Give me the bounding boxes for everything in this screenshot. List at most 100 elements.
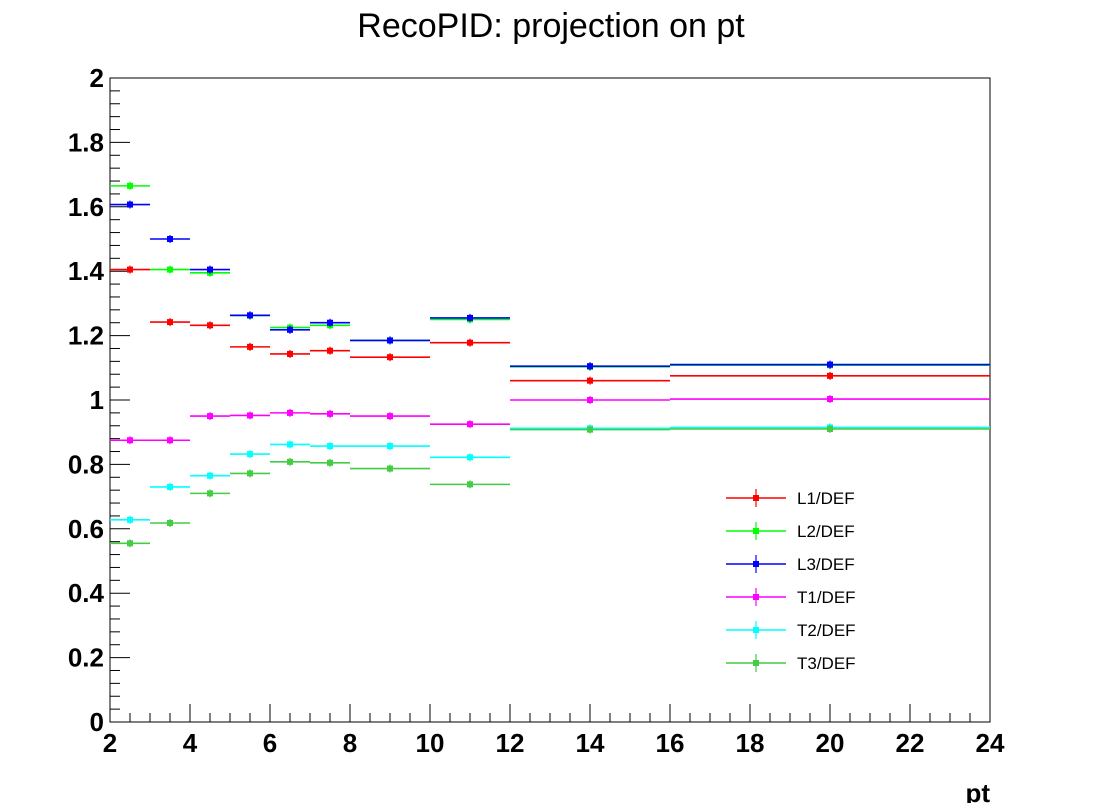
legend-marker: [753, 627, 759, 633]
legend-marker: [753, 660, 759, 666]
legend: L1/DEF L2/DEF L3/DEF T1/DEF T2/DEF T3/DEF: [726, 489, 856, 673]
y-tick-label: 1.2: [68, 321, 104, 351]
data-point: [827, 372, 833, 379]
axes: 2 4 6 8 10 12 14 16 18 20 22 2400.20.40.60.811.21.4…: [68, 63, 1005, 758]
y-tick-label: 0.2: [68, 643, 104, 673]
data-point: [587, 397, 593, 403]
legend-marker: [753, 594, 759, 600]
data-point: [387, 465, 393, 472]
data-point: [127, 516, 133, 523]
y-tick-label: 1: [90, 385, 104, 415]
legend-label: L2/DEF: [797, 522, 855, 541]
data-point: [827, 425, 833, 432]
data-point: [287, 441, 293, 448]
legend-entry: L1/DEF: [726, 489, 855, 508]
x-tick-label: 14: [576, 728, 605, 758]
legend-label: L1/DEF: [797, 489, 855, 508]
data-point: [127, 201, 133, 208]
data-point: [467, 314, 473, 321]
legend-label: L3/DEF: [797, 555, 855, 574]
legend-marker: [753, 561, 759, 567]
data-point: [247, 312, 253, 319]
data-point: [467, 454, 473, 461]
series-l3-def: [110, 200, 990, 371]
legend-entry: L3/DEF: [726, 555, 855, 574]
data-point: [587, 426, 593, 433]
series-l1-def: [110, 265, 990, 385]
data-point: [247, 451, 253, 458]
data-point: [587, 377, 593, 384]
y-tick-label: 1.6: [68, 192, 104, 222]
y-tick-label: 0: [90, 707, 104, 737]
data-point: [207, 490, 213, 497]
data-point: [167, 483, 173, 490]
data-point: [327, 443, 333, 450]
data-point: [207, 322, 213, 329]
x-tick-label: 6: [263, 728, 277, 758]
data-point: [327, 459, 333, 466]
series-l2-def: [110, 181, 990, 371]
data-point: [247, 343, 253, 350]
data-point: [167, 236, 173, 242]
data-point: [127, 540, 133, 547]
data-point: [127, 266, 133, 273]
data-point: [167, 319, 173, 326]
x-tick-label: 18: [736, 728, 765, 758]
y-tick-label: 0.8: [68, 449, 104, 479]
data-point: [287, 409, 293, 416]
x-tick-label: 12: [496, 728, 525, 758]
data-point: [127, 437, 133, 444]
data-point: [387, 443, 393, 450]
chart-title: RecoPID: projection on pt: [357, 7, 745, 45]
legend-label: T2/DEF: [797, 621, 856, 640]
x-tick-label: 10: [416, 728, 445, 758]
data-point: [327, 347, 333, 354]
data-point: [467, 421, 473, 428]
x-tick-label: 20: [816, 728, 845, 758]
legend-label: T3/DEF: [797, 654, 856, 673]
data-point: [587, 363, 593, 370]
data-point: [167, 437, 173, 444]
data-point: [207, 472, 213, 479]
data-point: [387, 413, 393, 420]
legend-marker: [753, 528, 759, 534]
legend-entry: T3/DEF: [726, 654, 856, 673]
series-t3-def: [110, 424, 990, 548]
data-point: [387, 354, 393, 361]
data-point: [247, 412, 253, 419]
legend-label: T1/DEF: [797, 588, 856, 607]
x-tick-label: 4: [183, 728, 198, 758]
x-tick-label: 22: [896, 728, 925, 758]
data-point: [207, 413, 213, 420]
legend-entry: T1/DEF: [726, 588, 856, 607]
y-tick-label: 2: [90, 63, 104, 93]
data-point: [167, 520, 173, 527]
data-point: [467, 339, 473, 346]
x-tick-label: 16: [656, 728, 685, 758]
data-point: [387, 337, 393, 344]
data-point: [467, 481, 473, 488]
x-axis-label: pt: [965, 778, 990, 803]
data-point: [287, 350, 293, 357]
x-tick-label: 2: [103, 728, 117, 758]
data-point: [827, 396, 833, 403]
y-tick-label: 1.8: [68, 127, 104, 157]
data-point: [247, 470, 253, 477]
legend-entry: L2/DEF: [726, 522, 855, 541]
plot-series: [110, 181, 990, 548]
data-point: [287, 326, 293, 333]
data-point: [207, 266, 213, 273]
y-tick-label: 0.6: [68, 514, 104, 544]
data-point: [127, 182, 133, 189]
data-point: [827, 361, 833, 368]
y-tick-label: 1.4: [68, 256, 105, 286]
data-point: [327, 319, 333, 326]
data-point: [287, 458, 293, 465]
data-point: [327, 410, 333, 417]
y-tick-label: 0.4: [68, 578, 105, 608]
legend-marker: [753, 495, 759, 501]
legend-entry: T2/DEF: [726, 621, 856, 640]
series-t1-def: [110, 395, 990, 445]
data-point: [167, 266, 173, 273]
